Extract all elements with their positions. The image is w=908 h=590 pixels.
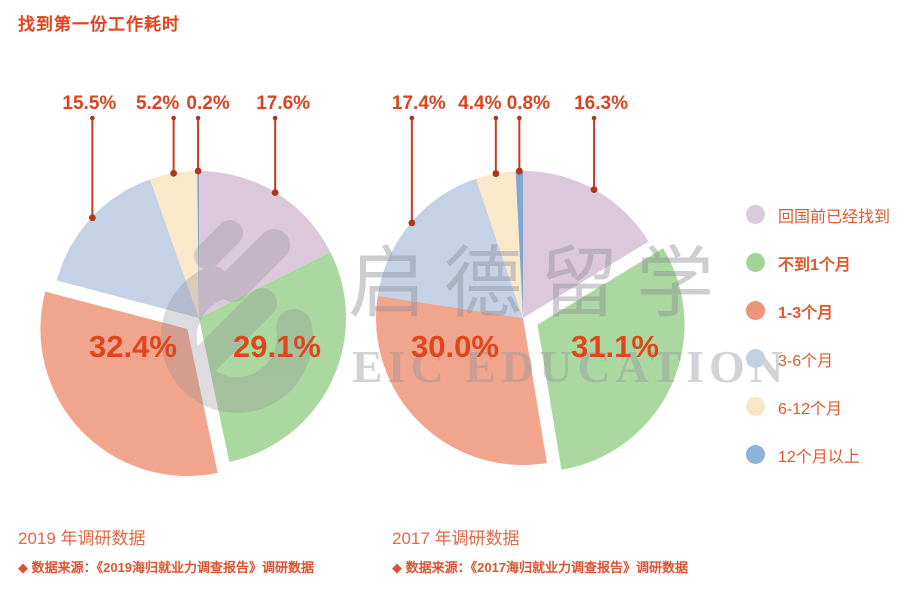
caption-2019-source: ◆ 数据来源：《2019海归就业力调查报告》调研数据: [18, 560, 315, 575]
callout-dot-icon: [517, 115, 522, 121]
callout-dot-icon: [408, 219, 416, 227]
legend-label: 6-12个月: [778, 400, 843, 418]
legend-item-5: 12个月以上: [746, 444, 890, 466]
watermark-logo-icon: [160, 220, 313, 414]
callout-dot-icon: [590, 186, 598, 193]
pies-layer: 回国前已经找到 17.6%不到1个月 29.1%1-3个月 32.4%3-6个月…: [40, 170, 685, 477]
pie-2019: 回国前已经找到 17.6%不到1个月 29.1%1-3个月 32.4%3-6个月…: [40, 171, 346, 477]
legend-label: 1-3个月: [778, 304, 834, 322]
caption-2017-year: 2017 年调研数据: [392, 529, 520, 548]
pie-slice-1: 不到1个月 31.1%: [537, 248, 685, 470]
caption-2017-source: ◆ 数据来源：《2017海归就业力调查报告》调研数据: [392, 560, 689, 575]
percent-label-callout: 0.2%: [186, 93, 229, 114]
watermark-en-text: EIC EDUCATION: [352, 341, 788, 392]
pie-slice-5: 12个月以上 0.2%: [197, 171, 199, 318]
legend-item-0: 回国前已经找到: [746, 204, 891, 226]
callout-dot-icon: [492, 170, 500, 177]
legend-swatch-icon: [746, 205, 765, 224]
percent-label-inside: 30.0%: [411, 329, 499, 364]
callout-dot-icon: [409, 115, 415, 121]
legend-label: 不到1个月: [778, 256, 851, 274]
watermark-cn-text: 启德留学: [348, 239, 732, 327]
pie-slice-3: 3-6个月 15.5%: [56, 179, 199, 318]
percent-label-callout: 5.2%: [136, 93, 179, 114]
percent-label-callout: 17.4%: [392, 93, 446, 114]
legend-item-2: 1-3个月: [746, 300, 890, 322]
percent-label-callout: 4.4%: [458, 93, 501, 114]
legend-item-4: 6-12个月: [746, 396, 890, 418]
caption-2019-year: 2019 年调研数据: [18, 529, 146, 548]
legend-label: 回国前已经找到: [778, 208, 891, 226]
callout-dot-icon: [272, 115, 278, 121]
percent-label-inside: 32.4%: [89, 329, 177, 364]
callout-dot-icon: [195, 115, 201, 121]
callout-dot-icon: [271, 189, 279, 197]
callout-dot-icon: [194, 167, 202, 175]
pie-labels-layer: 17.6% 29.1% 32.4% 15.5% 5.2% 0.2% 16.3% 31.1% 30…: [62, 93, 659, 364]
legend-swatch-icon: [746, 445, 765, 464]
legend-swatch-icon: [746, 301, 765, 320]
callout-dot-icon: [591, 115, 597, 121]
legend-item-1: 不到1个月: [746, 252, 890, 274]
pie-slice-0: 回国前已经找到 17.6%: [199, 171, 331, 318]
callout-dot-icon: [515, 167, 523, 175]
caption-2019: 2019 年调研数据 ◆ 数据来源：《2019海归就业力调查报告》调研数据: [18, 524, 314, 576]
legend-item-3: 3-6个月: [746, 348, 890, 370]
callout-dot-icon: [90, 115, 95, 121]
legend-label: 3-6个月: [778, 352, 834, 370]
pie-slice-2: 1-3个月 30.0%: [376, 295, 547, 465]
pie-slice-4: 6-12个月 4.4%: [475, 171, 523, 318]
percent-label-callout: 15.5%: [62, 93, 116, 114]
percent-label-callout: 0.8%: [507, 93, 550, 114]
legend-swatch-icon: [746, 397, 765, 416]
legend-label: 12个月以上: [778, 448, 860, 466]
legend-swatch-icon: [746, 349, 765, 368]
page-title: 找到第一份工作耗时: [18, 15, 180, 34]
callout-dot-icon: [88, 214, 96, 222]
percent-label-inside: 31.1%: [571, 329, 659, 364]
pie-slice-5: 12个月以上 0.8%: [515, 171, 523, 318]
legend-swatch-icon: [746, 253, 765, 272]
percent-label-callout: 17.6%: [256, 93, 310, 114]
caption-2017: 2017 年调研数据 ◆ 数据来源：《2017海归就业力调查报告》调研数据: [392, 524, 688, 576]
pie-slice-4: 6-12个月 5.2%: [150, 171, 199, 318]
pie-slice-3: 3-6个月 17.4%: [377, 178, 523, 318]
pie-slice-2: 1-3个月 32.4%: [40, 291, 218, 477]
percent-label-inside: 29.1%: [233, 329, 321, 364]
callout-dot-icon: [170, 169, 178, 177]
legend: 回国前已经找到 不到1个月 1-3个月 3-6个月 6-12个月 12个月以上: [746, 204, 891, 466]
pie-2017: 回国前已经找到 16.3%不到1个月 31.1%1-3个月 30.0%3-6个月…: [376, 170, 685, 470]
callout-dot-icon: [171, 115, 176, 121]
pie-slice-0: 回国前已经找到 16.3%: [523, 170, 649, 318]
percent-label-callout: 16.3%: [574, 93, 628, 114]
callout-dot-icon: [493, 115, 499, 121]
pie-slice-1: 不到1个月 29.1%: [199, 252, 346, 462]
